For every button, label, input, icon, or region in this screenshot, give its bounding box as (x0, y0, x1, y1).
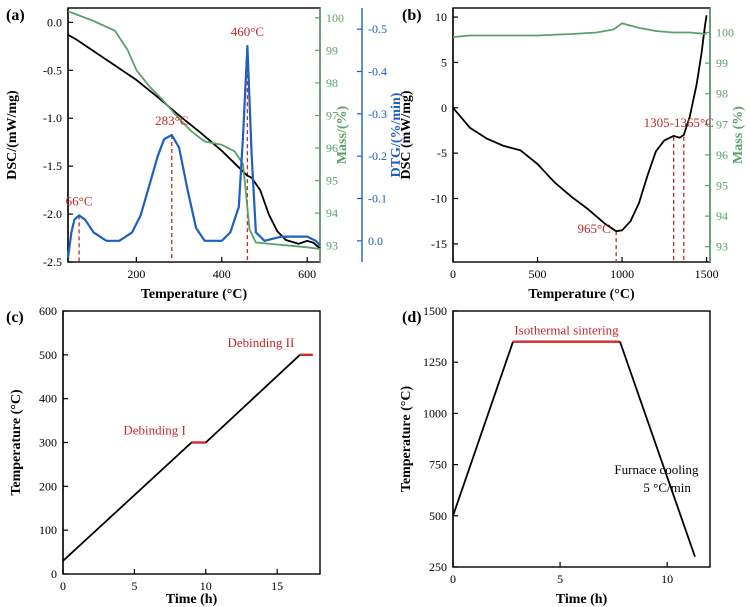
panel-2-y-left-tick-label-0: -15 (431, 237, 447, 251)
panel-2-x-tick-label-0: 0 (450, 267, 456, 281)
panel-4-y-left-tick-label-5: 1500 (423, 304, 447, 318)
panel-3-y-left-tick-label-0: 0 (51, 567, 57, 581)
panel-1-y-left-tick-label-0: -2.5 (43, 255, 62, 269)
panel-2-annotation-1: 965°C (577, 221, 610, 236)
panel-4-annotation-3: 5 °C/min (643, 480, 691, 495)
panel-4-y-left-tick-label-0: 250 (429, 560, 447, 574)
panel-3-x-tick-label-1: 5 (131, 579, 137, 593)
panel-3-y-left-tick-label-2: 200 (39, 479, 57, 493)
panel-1-x-tick-label-0: 200 (127, 267, 145, 281)
panel-4-x-tick-label-1: 5 (557, 572, 563, 586)
panel-3-x-axis-title: Time (h) (166, 592, 218, 607)
panel-1-y-right1-tick-label-5: 98 (326, 76, 338, 90)
panel-4-y-left-axis-title: Temperature (°C) (399, 386, 414, 493)
panel-1-y-left-tick-label-5: 0.0 (47, 15, 62, 29)
panel-3-y-left-tick-label-1: 100 (39, 523, 57, 537)
panel-2-annotation-2: 1305-1365°C (644, 115, 714, 130)
panel-2-y-right1-tick-label-1: 94 (716, 209, 728, 223)
panel-1-y-right1-tick-label-7: 100 (326, 11, 344, 25)
panel-1-y-right2-tick-label-1: -0.1 (368, 192, 387, 206)
panel-2-series-2-line (452, 22, 707, 38)
panel-2-y-right1-tick-label-2: 95 (716, 178, 728, 192)
panel-1-y-right1-tick-label-4: 97 (326, 108, 338, 122)
panel-1-y-left-axis-title: DSC/(mW/mg) (5, 90, 20, 180)
panel-1-y-left-tick-label-2: -1.5 (43, 159, 62, 173)
panel-2-y-left-tick-label-3: 0 (441, 101, 447, 115)
panel-1-y-right2-tick-label-5: -0.5 (368, 22, 387, 36)
panel-1-x-tick-label-2: 600 (298, 267, 316, 281)
panel-1-y-right2-axis-title: DTG/(%/min) (389, 92, 404, 177)
panel-2-y-left-axis-title: DSC (mW/mg) (399, 90, 414, 179)
panel-2-y-right1-tick-label-6: 99 (716, 56, 728, 70)
panel-4-series-3-line (619, 341, 696, 558)
panel-4-annotation-2: Furnace cooling (614, 462, 699, 477)
panel-3-annotation-1: Debinding I (123, 423, 185, 438)
panel-1-y-right1-tick-label-0: 93 (326, 239, 338, 253)
panel-2-y-left-tick-label-4: 5 (441, 55, 447, 69)
panel-2-x-tick-label-3: 1500 (695, 267, 719, 281)
panel-2-series-1-line (452, 15, 708, 233)
panel-3-x-tick-label-2: 10 (200, 579, 212, 593)
panel-1-y-left-tick-label-1: -2.0 (43, 207, 62, 221)
panel-1-x-tick-label-1: 400 (213, 267, 231, 281)
panel-4-plot-frame (452, 310, 711, 568)
panel-1-y-right2-tick-label-2: -0.2 (368, 149, 387, 163)
panel-4-x-axis-title: Time (h) (556, 592, 608, 607)
panel-3-series-1-line (62, 354, 301, 562)
panel-2-y-right1-tick-label-7: 100 (716, 25, 734, 39)
panel-1-y-right1-tick-label-3: 96 (326, 141, 338, 155)
panel-1-y-right2-tick-label-3: -0.3 (368, 107, 387, 121)
panel-1-y-left-tick-label-3: -1.0 (43, 111, 62, 125)
panel-1-y-right1-axis-title: Mass/(%) (335, 106, 350, 165)
panel-2-x-tick-label-1: 500 (529, 267, 547, 281)
panel-1-y-right2-tick-label-0: 0.0 (368, 234, 383, 248)
panel-3-y-left-tick-label-3: 300 (39, 436, 57, 450)
panel-1-series-2-line (67, 10, 321, 250)
panel-2-y-right1-tick-label-3: 96 (716, 148, 728, 162)
panel-1-annotation-1: 66°C (66, 193, 93, 208)
panel-3-y-left-tick-label-6: 600 (39, 304, 57, 318)
panel-1-panel-label: (a) (6, 7, 25, 24)
panel-4-y-left-tick-label-3: 1000 (423, 406, 447, 420)
panel-2-y-right1-tick-label-5: 98 (716, 87, 728, 101)
panel-4-y-left-tick-label-2: 750 (429, 458, 447, 472)
panel-1-y-right1-tick-label-2: 95 (326, 174, 338, 188)
panel-2-y-left-tick-label-2: -5 (437, 146, 447, 160)
panel-3-x-tick-label-0: 0 (60, 579, 66, 593)
panel-4-x-tick-label-0: 0 (450, 572, 456, 586)
panel-2-x-tick-label-2: 1000 (610, 267, 634, 281)
panel-1-plot-frame (67, 7, 321, 263)
panel-2-x-axis-title: Temperature (°C) (528, 287, 635, 302)
panel-3-y-left-axis-title: Temperature (°C) (9, 389, 24, 496)
panel-1-series-3-line (66, 44, 321, 258)
panel-3-y-left-tick-label-5: 500 (39, 348, 57, 362)
panel-3-annotation-2: Debinding II (228, 335, 295, 350)
panel-1-y-right1-tick-label-6: 99 (326, 43, 338, 57)
panel-4-annotation-1: Isothermal sintering (514, 323, 619, 338)
panel-1-annotation-2: 283°C (155, 113, 188, 128)
panel-1-y-right1-tick-label-1: 94 (326, 206, 338, 220)
panel-4-panel-label: (d) (402, 309, 422, 326)
panel-3-panel-label: (c) (6, 309, 24, 326)
panel-4-series-1-line (452, 341, 514, 517)
panel-4-x-tick-label-2: 10 (661, 572, 673, 586)
panel-1-y-right2-tick-label-4: -0.4 (368, 65, 387, 79)
panel-1-x-axis-title: Temperature (°C) (141, 287, 248, 302)
panel-2-y-right1-axis-title: Mass (%) (731, 106, 746, 164)
panel-1-y-left-tick-label-4: -0.5 (43, 63, 62, 77)
panel-2-y-right1-tick-label-4: 97 (716, 117, 728, 131)
panel-2-y-left-tick-label-5: 10 (435, 10, 447, 24)
panel-3-y-left-tick-label-4: 400 (39, 392, 57, 406)
panel-4-y-left-tick-label-1: 500 (429, 509, 447, 523)
panel-4-y-left-tick-label-4: 1250 (423, 355, 447, 369)
panel-2-panel-label: (b) (402, 7, 422, 24)
panel-2-y-left-tick-label-1: -10 (431, 192, 447, 206)
panel-2-y-right1-tick-label-0: 93 (716, 240, 728, 254)
panel-1-annotation-3: 460°C (231, 24, 264, 39)
panel-3-x-tick-label-3: 15 (271, 579, 283, 593)
